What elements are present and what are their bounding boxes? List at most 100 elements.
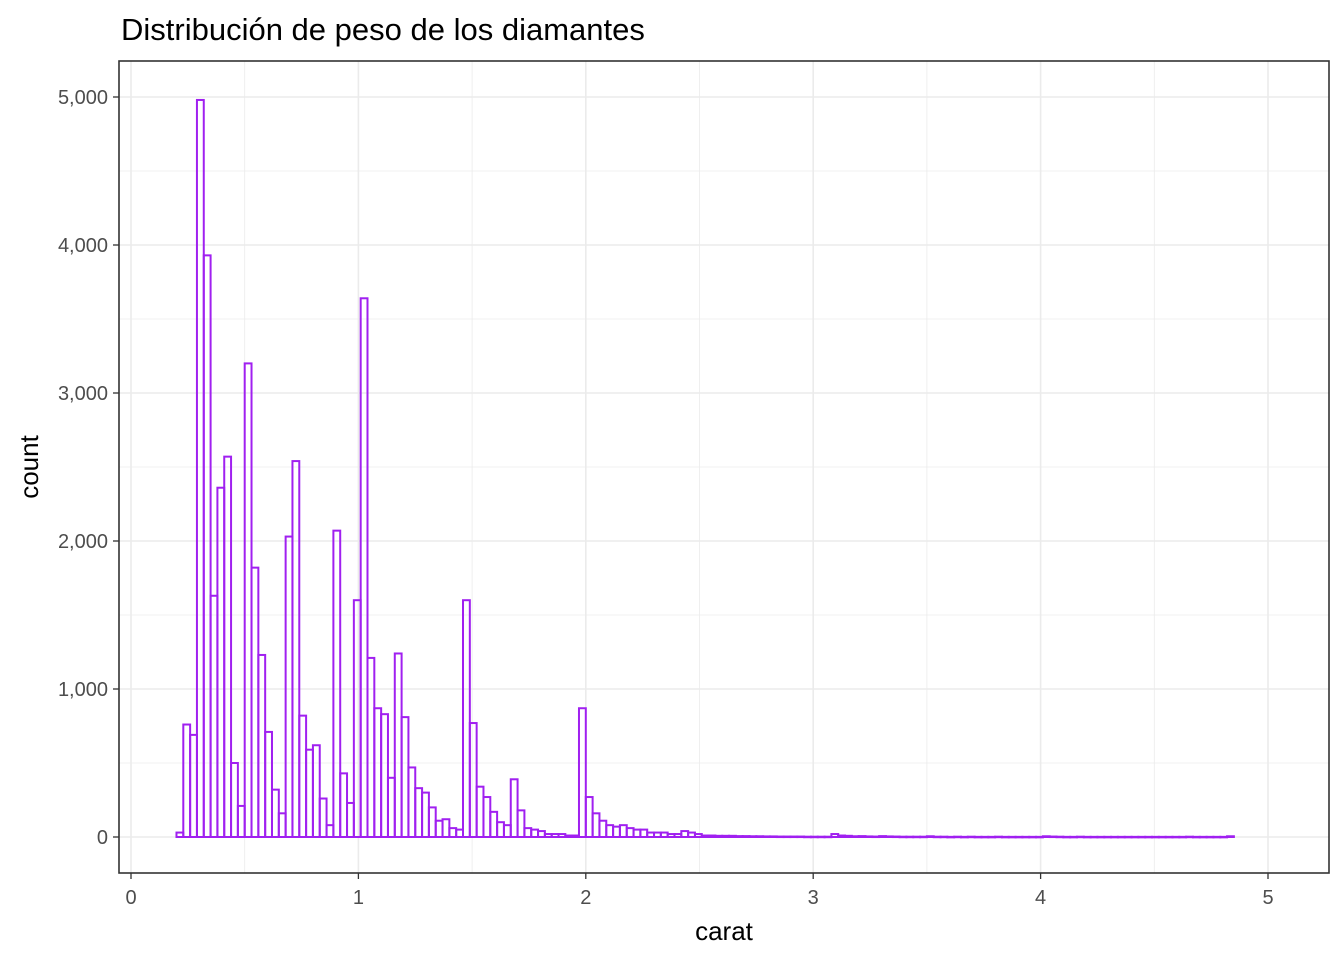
histogram-bar [557,833,567,838]
histogram-bar [195,98,205,838]
histogram-bar [489,810,499,839]
x-tick-label: 1 [353,887,364,909]
histogram-bar [1157,835,1167,839]
histogram-bar [823,835,833,839]
histogram-bar [1048,835,1058,839]
histogram-bar [768,835,778,839]
histogram-bar [462,599,471,839]
histogram-bar [878,835,887,838]
histogram-bar [1089,835,1099,839]
histogram-bar [352,599,362,839]
histogram-bar [591,812,601,839]
histogram-bar [209,594,219,839]
histogram-bar [1035,835,1044,839]
histogram-bar [550,833,560,838]
histogram-bar [223,455,233,838]
histogram-bar [666,833,676,838]
histogram-bar [612,825,621,839]
histogram-bar [421,791,430,838]
histogram-bar [366,656,376,838]
histogram-bar [339,772,349,838]
histogram-bar [516,809,526,838]
histogram-bar [1137,835,1147,839]
histogram-bar [864,835,874,839]
histogram-bar [1021,835,1031,839]
y-tick-label: 0 [97,827,108,849]
histogram-bar [182,723,192,839]
histogram-bar [1185,835,1194,839]
histogram-bar [1103,835,1113,839]
histogram-bar [653,831,662,838]
histogram-bar [230,762,239,838]
histogram-bar [871,835,881,839]
plot-panel-border [118,60,1330,874]
histogram-bar [325,824,335,838]
histogram-bar [748,835,758,839]
histogram-bar [537,830,546,839]
histogram-bar [796,835,806,839]
histogram-bar [837,834,847,839]
histogram-bar [625,827,635,838]
histogram-bar [1096,835,1106,839]
histogram-bar [475,785,485,838]
histogram-bar [175,831,185,838]
histogram-bar [455,828,465,838]
histogram-bar [571,834,580,839]
y-tick-label: 5,000 [58,87,108,109]
histogram-bar [912,835,922,839]
histogram-bar [291,460,301,838]
histogram-bar [728,834,737,838]
histogram-bar [1226,835,1235,839]
histogram-bar [1151,835,1160,839]
y-tick-label: 1,000 [58,679,108,701]
x-tick-label: 0 [125,887,136,909]
histogram-bar [311,744,321,838]
histogram-bar [1075,835,1085,839]
histogram-bar [734,835,744,838]
histogram-bar [414,787,424,838]
histogram-bar [789,835,799,839]
histogram-bar [448,827,458,838]
histogram-bar [898,835,908,839]
histogram-bar [1191,835,1201,839]
histogram-bar [1028,835,1038,839]
histogram-bar [1144,835,1154,839]
histogram-bar [707,834,717,839]
histogram-bar [264,730,273,838]
histogram-bar [393,652,403,838]
histogram-bar [1205,835,1215,839]
histogram-bar [1041,835,1051,839]
y-tick-label: 2,000 [58,531,108,553]
histogram-bar [953,835,963,839]
histogram-bar [496,821,505,839]
histogram-bar [618,824,628,838]
histogram-bar [216,486,226,838]
plot-grid [119,61,1329,873]
x-tick-label: 3 [808,887,819,909]
x-tick-label: 5 [1262,887,1273,909]
histogram-bar [1055,835,1065,839]
histogram-bar [427,806,437,839]
histogram-bar [857,835,867,838]
histogram-bar [434,819,444,838]
histogram-bar [762,835,771,839]
histogram-bar [202,254,212,839]
histogram-bar [605,824,615,838]
histogram-bar [980,835,990,839]
histogram-bar [680,830,690,839]
histogram-bar [1062,835,1072,839]
histogram-bar [1123,835,1133,839]
histogram-bar [639,828,649,838]
histogram-bar [646,831,656,838]
histogram-bar [659,831,669,838]
histogram-bar [1007,835,1017,839]
histogram-bar [687,831,696,838]
histogram-bar [1116,835,1126,839]
histogram-bar [298,714,308,839]
histogram-bar [946,835,956,839]
histogram-bar [584,796,594,838]
histogram-bar [577,707,587,838]
histogram-bar [346,801,355,839]
histogram-bar [693,833,703,838]
histogram-bar [884,835,894,839]
